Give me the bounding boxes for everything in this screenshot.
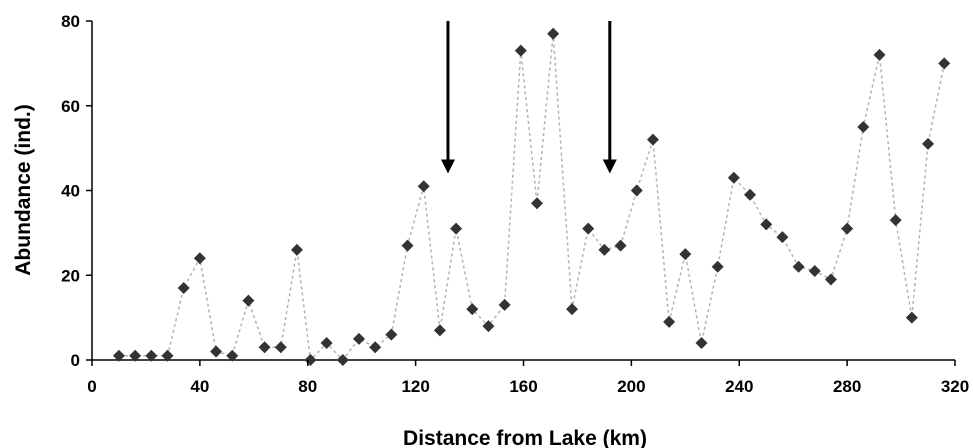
data-point [290, 243, 303, 256]
x-tick-label: 200 [617, 377, 645, 396]
data-point [401, 239, 414, 252]
data-point [466, 303, 479, 316]
x-tick-label: 160 [509, 377, 537, 396]
x-tick-label: 0 [87, 377, 96, 396]
arrows-layer [440, 21, 617, 174]
data-point [352, 332, 365, 345]
data-point [922, 137, 935, 150]
arrow-head [440, 159, 455, 174]
y-tick-label: 40 [61, 182, 80, 201]
data-point [582, 222, 595, 235]
data-point [482, 320, 495, 333]
data-point [614, 239, 627, 252]
data-point [385, 328, 398, 341]
data-point [646, 133, 659, 146]
y-tick-label: 20 [61, 266, 80, 285]
data-point [433, 324, 446, 337]
y-tick-label: 0 [71, 351, 80, 370]
data-point [320, 337, 333, 350]
x-axis-title: Distance from Lake (km) [403, 427, 647, 448]
y-tick-label: 60 [61, 97, 80, 116]
y-tick-label: 80 [61, 12, 80, 31]
data-point [369, 341, 382, 354]
data-point [889, 214, 902, 227]
y-axis-ticks: 0 20 40 60 80 [61, 12, 92, 370]
data-point [530, 197, 543, 210]
data-point [566, 303, 579, 316]
series-line [119, 33, 945, 362]
data-point [161, 349, 174, 362]
data-point [598, 243, 611, 256]
data-point [727, 171, 740, 184]
data-point [450, 222, 463, 235]
series-points [112, 27, 951, 366]
data-point [630, 184, 643, 197]
x-tick-label: 240 [725, 377, 753, 396]
data-point [547, 27, 560, 40]
plot-frame [91, 21, 955, 361]
data-point [792, 260, 805, 273]
data-point [808, 265, 821, 278]
data-point [210, 345, 223, 358]
x-axis-ticks: 0 40 80 120 160 200 240 280 320 [87, 360, 969, 396]
data-point [226, 349, 239, 362]
data-point [841, 222, 854, 235]
data-point [695, 337, 708, 350]
data-point [744, 188, 757, 201]
data-point [938, 57, 951, 70]
data-point [336, 354, 349, 366]
data-point [905, 311, 918, 324]
x-tick-label: 80 [298, 377, 317, 396]
arrow-head [602, 159, 617, 174]
data-point [112, 349, 125, 362]
data-point [873, 48, 886, 61]
x-tick-label: 120 [401, 377, 429, 396]
data-point [711, 260, 724, 273]
data-point [663, 315, 676, 328]
data-point [242, 294, 255, 307]
data-point [498, 298, 511, 311]
y-axis-title: Abundance (ind.) [12, 104, 35, 276]
data-point [857, 120, 870, 133]
data-point [145, 349, 158, 362]
x-tick-label: 280 [833, 377, 861, 396]
data-point [679, 248, 692, 261]
data-point [193, 252, 206, 265]
data-point [417, 180, 430, 193]
x-tick-label: 320 [941, 377, 969, 396]
data-point [760, 218, 773, 231]
data-point [514, 44, 527, 57]
data-point [824, 273, 837, 286]
data-point [776, 231, 789, 244]
x-tick-label: 40 [190, 377, 209, 396]
data-point [177, 281, 190, 294]
data-point [129, 349, 142, 362]
data-point [274, 341, 287, 354]
series-polyline [119, 33, 945, 362]
data-point [258, 341, 271, 354]
